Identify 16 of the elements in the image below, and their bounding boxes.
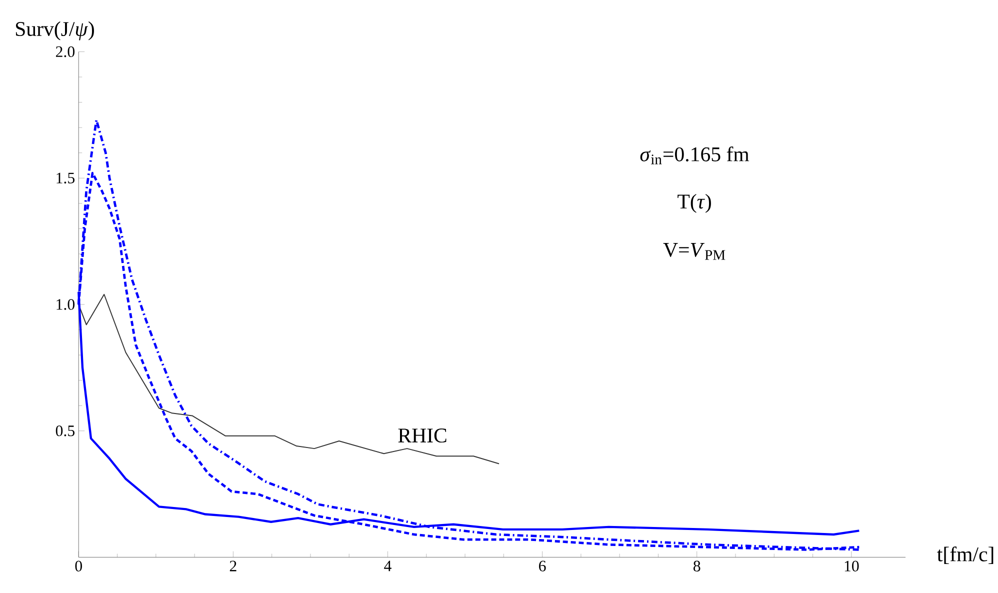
- annotation: V=V$_{PM}$: [663, 243, 726, 260]
- x-tick-label: 2: [230, 560, 236, 572]
- y-tick-label: 1.5: [56, 172, 74, 184]
- series-label: RHIC: [398, 428, 446, 442]
- x-tick-label: 0: [75, 560, 82, 572]
- x-tick-label: 6: [539, 560, 546, 572]
- y-tick-label: 0.5: [56, 425, 74, 436]
- y-axis-title: Surv(J/ψ): [16, 21, 94, 40]
- annotation: σ$_{in}$=0.165 fm: [640, 146, 750, 164]
- x-axis-title: t[fm/c]: [937, 546, 994, 564]
- y-tick-label: 1.0: [56, 299, 75, 310]
- y-tick-label: 2.0: [56, 46, 75, 58]
- x-tick-label: 8: [694, 560, 700, 572]
- x-tick-label: 10: [844, 560, 859, 572]
- annotation: T(τ): [678, 194, 711, 213]
- x-tick-label: 4: [384, 560, 392, 572]
